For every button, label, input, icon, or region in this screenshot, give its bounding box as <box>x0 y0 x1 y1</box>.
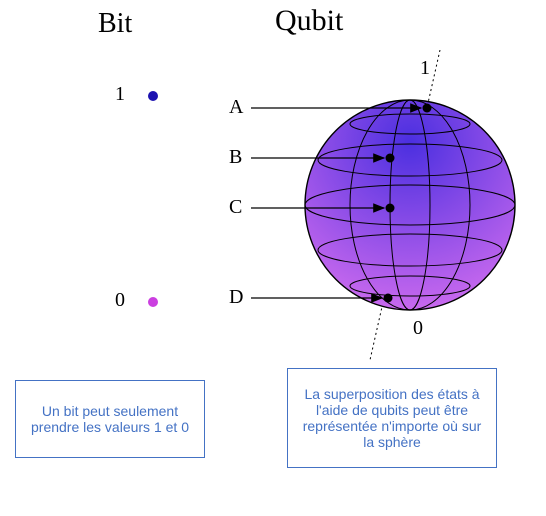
bit-caption-text: Un bit peut seulement prendre les valeur… <box>24 403 196 435</box>
bit-label-1: 1 <box>115 83 125 106</box>
bit-dot-0 <box>148 297 158 307</box>
bit-dot-1 <box>148 91 158 101</box>
point-b-label: B <box>229 146 242 169</box>
point-a-dot <box>423 104 432 113</box>
point-c-dot <box>386 204 395 213</box>
bit-caption: Un bit peut seulement prendre les valeur… <box>15 380 205 458</box>
qubit-caption-text: La superposition des états à l'aide de q… <box>296 386 488 450</box>
point-d-label: D <box>229 286 243 309</box>
bloch-sphere <box>305 100 515 310</box>
point-c-label: C <box>229 196 242 219</box>
qubit-title: Qubit <box>275 4 343 38</box>
qubit-caption: La superposition des états à l'aide de q… <box>287 368 497 468</box>
point-b-dot <box>386 154 395 163</box>
qubit-diagram: 1 0 A B C D <box>225 50 535 360</box>
bit-title: Bit <box>98 8 132 40</box>
point-a-label: A <box>229 96 243 119</box>
point-d-dot <box>384 294 393 303</box>
pole-label-top: 1 <box>420 57 430 79</box>
pole-label-bottom: 0 <box>413 317 423 339</box>
bit-label-0: 0 <box>115 289 125 312</box>
